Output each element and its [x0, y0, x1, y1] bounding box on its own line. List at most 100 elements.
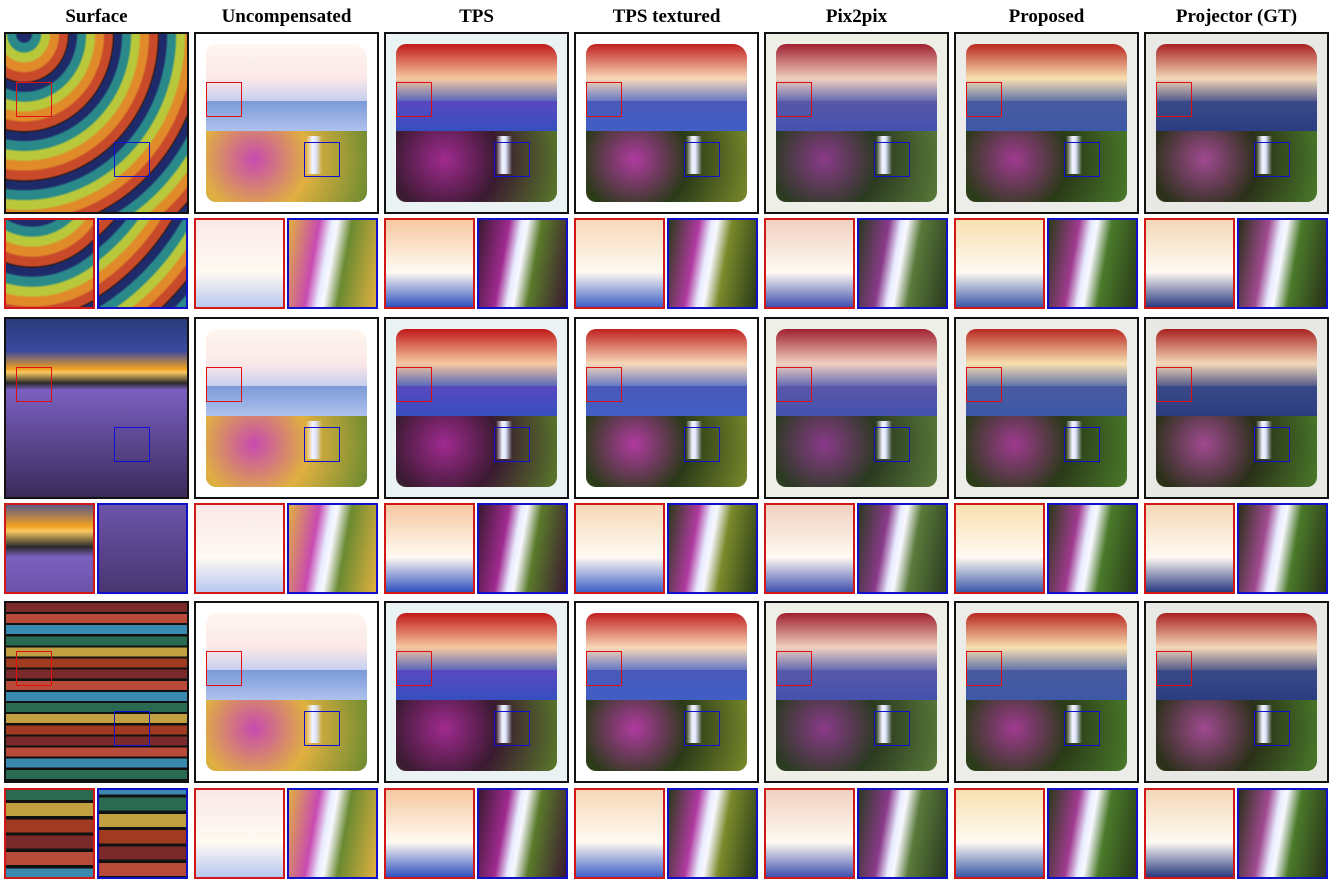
projected-landscape	[586, 44, 747, 202]
projected-landscape	[776, 44, 937, 202]
sky-region	[206, 613, 367, 677]
waterfall	[1065, 135, 1082, 174]
red-roi-box	[586, 82, 622, 117]
surface-image-horizontal-stripes	[4, 601, 189, 783]
crop-red-uncompensated	[194, 218, 285, 309]
image-proposed-row2	[954, 317, 1139, 499]
sky-region	[776, 44, 937, 108]
blue-roi-box	[494, 427, 530, 462]
blue-roi-box	[114, 427, 150, 462]
crop-blue-tps_textured	[667, 503, 758, 594]
waterfall	[305, 420, 322, 459]
flower-field-region	[206, 699, 367, 771]
mountain-region	[966, 100, 1127, 136]
projected-landscape	[396, 329, 557, 487]
waterfall	[1255, 704, 1272, 743]
image-proposed-row3	[954, 601, 1139, 783]
blue-roi-box	[304, 142, 340, 177]
crop-blue-tps	[477, 503, 568, 594]
crop-blue-pix2pix	[857, 503, 948, 594]
crop-red-projector_gt	[1144, 218, 1235, 309]
red-roi-box	[16, 367, 52, 402]
waterfall	[1065, 704, 1082, 743]
crop-red-tps_textured	[574, 218, 665, 309]
image-tps_textured-row1	[574, 32, 759, 214]
flower-field-region	[396, 415, 557, 487]
waterfall	[1255, 420, 1272, 459]
blue-roi-box	[1254, 711, 1290, 746]
column-header-projector_gt: Projector (GT)	[1175, 6, 1298, 27]
column-header-tps: TPS	[459, 6, 494, 27]
mountain-region	[396, 100, 557, 136]
crop-blue-proposed	[1047, 218, 1138, 309]
waterfall	[685, 704, 702, 743]
surface-crop-red	[4, 503, 95, 594]
red-roi-box	[206, 651, 242, 686]
blue-roi-box	[114, 142, 150, 177]
flower-field-region	[396, 699, 557, 771]
blue-roi-box	[684, 711, 720, 746]
crop-blue-uncompensated	[287, 788, 378, 879]
crop-blue-projector_gt	[1237, 788, 1328, 879]
crop-red-uncompensated	[194, 788, 285, 879]
red-roi-box	[396, 82, 432, 117]
image-uncompensated-row2	[194, 317, 379, 499]
mountain-region	[966, 669, 1127, 705]
blue-roi-box	[114, 711, 150, 746]
projected-landscape	[206, 44, 367, 202]
red-roi-box	[396, 367, 432, 402]
waterfall	[495, 704, 512, 743]
mountain-region	[586, 385, 747, 421]
crop-blue-tps_textured	[667, 788, 758, 879]
blue-roi-box	[304, 427, 340, 462]
image-projector_gt-row3	[1144, 601, 1329, 783]
crop-red-proposed	[954, 788, 1045, 879]
flower-field-region	[966, 699, 1127, 771]
crop-red-projector_gt	[1144, 503, 1235, 594]
image-tps-row1	[384, 32, 569, 214]
crop-red-tps	[384, 503, 475, 594]
flower-field-region	[966, 130, 1127, 202]
column-header-pix2pix: Pix2pix	[825, 6, 888, 27]
image-projector_gt-row1	[1144, 32, 1329, 214]
blue-roi-box	[494, 142, 530, 177]
blue-roi-box	[1064, 711, 1100, 746]
surface-crop-blue	[97, 218, 188, 309]
flower-field-region	[1156, 699, 1317, 771]
mountain-region	[1156, 669, 1317, 705]
waterfall	[1255, 135, 1272, 174]
blue-roi-box	[684, 427, 720, 462]
projected-landscape	[776, 329, 937, 487]
projected-landscape	[586, 329, 747, 487]
flower-field-region	[776, 130, 937, 202]
image-tps-row2	[384, 317, 569, 499]
crop-red-proposed	[954, 218, 1045, 309]
projected-landscape	[966, 329, 1127, 487]
surface-crop-blue	[97, 788, 188, 879]
mountain-region	[206, 385, 367, 421]
red-roi-box	[776, 367, 812, 402]
waterfall	[685, 420, 702, 459]
crop-blue-proposed	[1047, 788, 1138, 879]
sky-region	[966, 44, 1127, 108]
crop-blue-uncompensated	[287, 503, 378, 594]
flower-field-region	[586, 130, 747, 202]
blue-roi-box	[1064, 427, 1100, 462]
sky-region	[1156, 329, 1317, 393]
crop-red-tps	[384, 788, 475, 879]
mountain-region	[586, 100, 747, 136]
blue-roi-box	[494, 711, 530, 746]
crop-red-proposed	[954, 503, 1045, 594]
mountain-region	[1156, 385, 1317, 421]
image-proposed-row1	[954, 32, 1139, 214]
mountain-region	[586, 669, 747, 705]
image-pix2pix-row3	[764, 601, 949, 783]
crop-blue-uncompensated	[287, 218, 378, 309]
waterfall	[875, 135, 892, 174]
red-roi-box	[1156, 82, 1192, 117]
waterfall	[1065, 420, 1082, 459]
mountain-region	[206, 100, 367, 136]
sky-region	[396, 613, 557, 677]
crop-blue-pix2pix	[857, 788, 948, 879]
sky-region	[586, 329, 747, 393]
